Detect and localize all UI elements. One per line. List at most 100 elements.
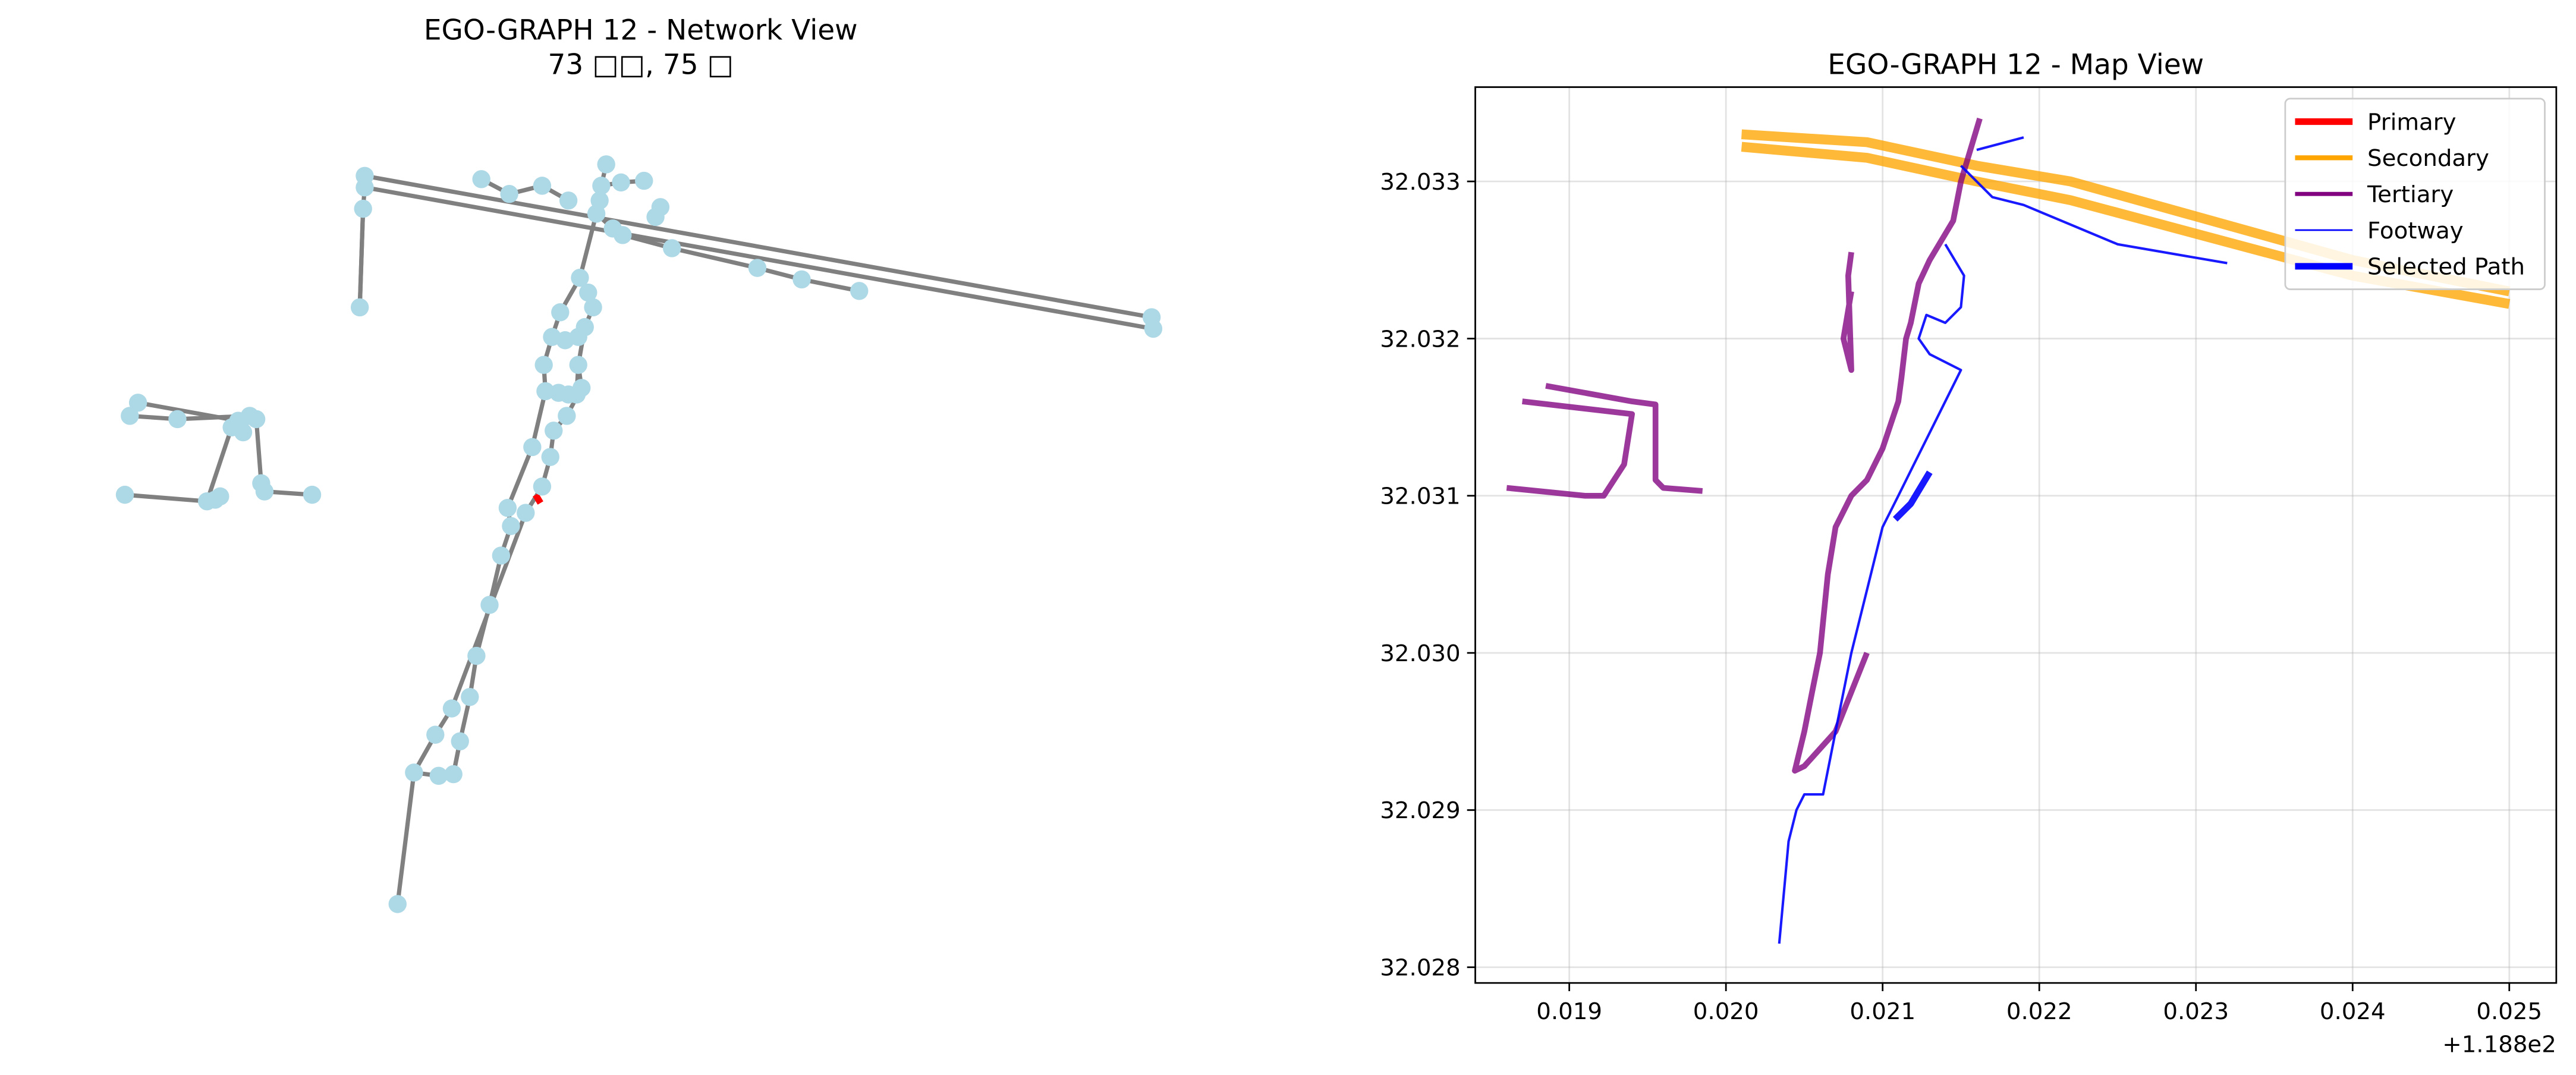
network-node <box>592 177 611 195</box>
network-node <box>128 394 147 412</box>
map-y-axis: 32.028 32.029 32.030 32.031 32.032 32.033 <box>1380 169 1476 982</box>
network-node <box>211 487 229 506</box>
map-x-tick-label: 0.022 <box>2006 998 2072 1025</box>
network-node <box>558 407 576 425</box>
network-node <box>222 418 241 436</box>
network-node <box>467 646 486 665</box>
network-node <box>597 155 615 174</box>
network-node <box>405 763 423 782</box>
network-node <box>115 485 134 504</box>
network-node <box>792 270 811 289</box>
map-y-tick-label: 32.031 <box>1380 483 1460 510</box>
network-node <box>350 298 369 317</box>
network-subtitle: 73 □□, 75 □ <box>548 48 734 81</box>
network-edge <box>671 246 758 271</box>
network-node <box>584 298 602 317</box>
network-node <box>587 205 606 223</box>
network-node <box>545 422 563 440</box>
map-legend: Primary Secondary Tertiary Footway Selected … <box>2284 98 2546 290</box>
map-x-tick-label: 0.021 <box>1850 998 1916 1025</box>
network-node <box>573 379 591 397</box>
network-node <box>850 282 869 300</box>
network-edge <box>124 492 207 504</box>
network-node <box>498 499 517 517</box>
map-title: EGO-GRAPH 12 - Map View <box>1828 48 2204 81</box>
map-path-tertiary <box>1840 252 1854 373</box>
map-x-tick-label: 0.024 <box>2320 998 2386 1025</box>
network-node <box>121 407 139 425</box>
map-plot-frame <box>1474 86 2558 984</box>
network-node <box>444 765 463 784</box>
network-node <box>579 283 597 302</box>
network-node <box>612 173 630 192</box>
network-node <box>523 438 542 457</box>
network-node <box>536 382 555 401</box>
network-node <box>571 269 589 287</box>
map-x-tick-label: 0.020 <box>1693 998 1759 1025</box>
network-node <box>388 895 407 913</box>
network-node <box>168 410 187 429</box>
network-node <box>533 477 552 496</box>
map-panel: EGO-GRAPH 12 - Map View 0.019 0.020 0.021 0… <box>1380 48 2558 1058</box>
legend-label: Footway <box>2367 218 2464 244</box>
network-node <box>500 185 518 203</box>
network-node <box>569 356 587 374</box>
map-path-tertiary <box>1545 383 1703 494</box>
network-node <box>502 517 520 535</box>
network-edge <box>205 426 234 502</box>
network-node <box>442 699 461 718</box>
network-node <box>541 448 559 466</box>
map-path-footway <box>1778 243 1965 944</box>
network-edges <box>124 164 1154 904</box>
network-node <box>472 170 490 188</box>
legend-label: Secondary <box>2367 145 2489 172</box>
network-node <box>429 766 448 785</box>
map-y-tick-label: 32.030 <box>1380 640 1460 667</box>
legend-frame <box>2284 98 2546 290</box>
map-x-tick-label: 0.023 <box>2163 998 2229 1025</box>
network-title: EGO-GRAPH 12 - Network View <box>424 14 858 46</box>
map-path-selected-path <box>1892 470 1933 522</box>
map-path-footway <box>1959 165 2228 265</box>
network-edge <box>801 277 860 293</box>
network-edge <box>364 185 1154 331</box>
network-node <box>646 208 665 227</box>
map-x-offset-label: +1.188e2 <box>2442 1031 2556 1058</box>
network-node <box>635 171 653 190</box>
network-node <box>517 504 535 522</box>
map-path-tertiary <box>1792 117 1983 774</box>
network-node <box>663 239 681 257</box>
network-node <box>614 226 632 244</box>
legend-label: Tertiary <box>2367 181 2454 208</box>
network-node <box>247 410 266 429</box>
map-y-tick-label: 32.032 <box>1380 326 1460 353</box>
network-edge <box>505 446 534 509</box>
map-x-axis: 0.019 0.020 0.021 0.022 0.023 0.024 0.025 <box>1536 983 2542 1025</box>
network-edge <box>254 419 263 484</box>
map-x-tick-label: 0.025 <box>2476 998 2542 1025</box>
map-path-footway <box>1976 136 2024 152</box>
network-node <box>748 259 767 277</box>
network-node <box>354 199 372 218</box>
map-y-tick-label: 32.033 <box>1380 169 1460 196</box>
network-node <box>255 482 274 501</box>
network-panel: EGO-GRAPH 12 - Network View 73 □□, 75 □ <box>115 14 1163 913</box>
network-node <box>303 485 322 504</box>
network-highlight-edge <box>533 493 543 505</box>
network-nodes <box>115 155 1163 913</box>
network-node <box>533 177 552 195</box>
network-edge <box>364 174 1152 320</box>
network-edge <box>530 391 548 448</box>
network-node <box>1144 319 1163 338</box>
network-edge <box>577 213 599 279</box>
network-node <box>534 356 553 374</box>
network-node <box>480 596 499 614</box>
network-node <box>569 328 587 346</box>
network-edge <box>357 208 366 308</box>
network-node <box>451 732 469 751</box>
map-x-tick-label: 0.019 <box>1536 998 1602 1025</box>
map-y-tick-label: 32.028 <box>1380 955 1460 982</box>
legend-label: Primary <box>2367 109 2456 136</box>
map-y-tick-label: 32.029 <box>1380 797 1460 824</box>
